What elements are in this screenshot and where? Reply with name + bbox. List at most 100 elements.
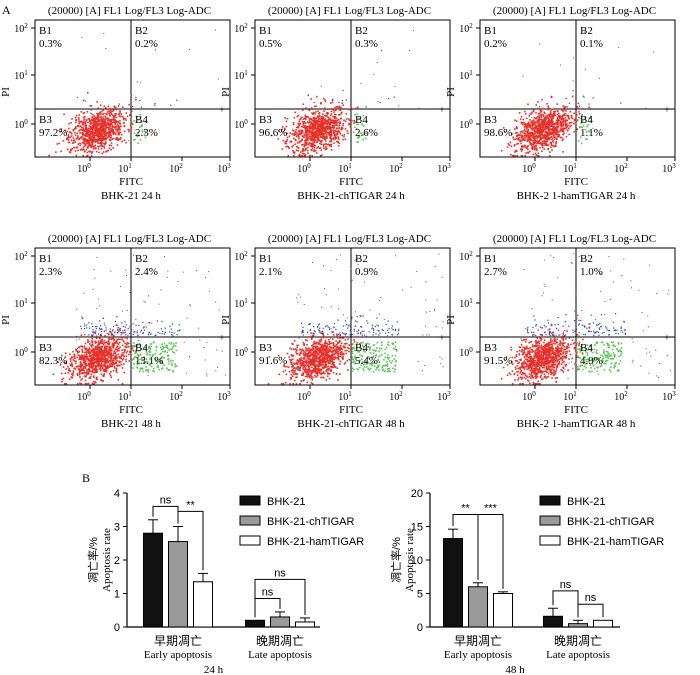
quadrant-b3-value: 91.5%: [484, 355, 512, 367]
quadrant-b4-value: 13.1%: [135, 355, 163, 367]
legend-label: BHK-21-chTIGAR: [567, 516, 654, 528]
quadrant-b2-value: 1.0%: [580, 266, 603, 278]
panel-b-label: B: [82, 471, 90, 485]
quadrant-b1-name: B1: [259, 253, 272, 265]
x-tick-label: 103: [662, 162, 676, 175]
flow-plot-title: (20000) [A] FL1 Log/FL3 Log-ADC: [268, 5, 431, 17]
flow-plot-5: (20000) [A] FL1 Log/FL3 Log-ADC +100 101 10…: [220, 233, 451, 430]
plot-caption: BHK-2 1-hamTIGAR 48 h: [517, 418, 636, 430]
plot-caption: BHK-21-chTIGAR 24 h: [297, 190, 405, 202]
significance-bracket: [254, 578, 306, 618]
legend-label: BHK-21-chTIGAR: [267, 516, 354, 528]
quadrant-b2-name: B2: [135, 253, 148, 265]
flow-cytometry-plots: (20000) [A] FL1 Log/FL3 Log-ADC +100 101 10…: [0, 5, 676, 430]
y-tick-label: 101: [459, 297, 473, 310]
legend-swatch: [539, 495, 561, 506]
x-tick-label: 102: [169, 162, 183, 175]
y-tick-label: 4: [114, 488, 120, 500]
flow-plot-frame: [34, 19, 231, 158]
quadrant-b3-value: 98.6%: [484, 127, 512, 139]
group-label-en: Late apoptosis: [546, 649, 610, 661]
quadrant-b4-name: B4: [355, 342, 368, 354]
x-axis-label: FITC: [119, 176, 143, 188]
y-axis-label: PI: [220, 87, 232, 97]
x-axis-label: FITC: [119, 404, 143, 416]
y-tick-label: 102: [234, 250, 248, 263]
x-tick-label: 103: [437, 390, 451, 403]
quadrant-b2-value: 0.2%: [135, 38, 158, 50]
bar-bhk-21-chtigar-early: [168, 541, 188, 628]
quadrant-b4-value: 1.1%: [580, 127, 603, 139]
y-tick-label: 100: [14, 118, 28, 131]
significance-bracket: [254, 598, 281, 618]
quadrant-b3-name: B3: [259, 114, 272, 126]
x-tick-label: 101: [338, 390, 352, 403]
bar-bhk-21-hamtigar-late: [295, 621, 315, 628]
quadrant-b1-value: 2.3%: [39, 266, 62, 278]
significance-bracket: [477, 513, 504, 589]
quadrant-marker: +: [219, 333, 225, 344]
flow-plot-6: (20000) [A] FL1 Log/FL3 Log-ADC +100 101 10…: [445, 233, 676, 430]
y-tick-label: 2: [114, 555, 120, 567]
x-tick-label: 102: [389, 390, 403, 403]
quadrant-b2-name: B2: [355, 25, 368, 37]
quadrant-b1-value: 0.2%: [484, 38, 507, 50]
scatter-dots: [500, 253, 671, 385]
bar-bhk-21-late: [543, 615, 563, 628]
bar-bhk-21-early: [443, 538, 463, 628]
group-label-cn: 晚期凋亡: [256, 634, 304, 648]
quadrant-marker: +: [439, 105, 445, 116]
quadrant-b4-value: 2.3%: [135, 127, 158, 139]
quadrant-b3-name: B3: [39, 114, 52, 126]
y-axis-label-cn: 凋亡率/%: [389, 537, 403, 583]
flow-plot-4: (20000) [A] FL1 Log/FL3 Log-ADC +100 101 10…: [0, 233, 231, 430]
y-tick-label: 100: [459, 346, 473, 359]
y-axis-label: PI: [445, 87, 457, 97]
x-tick-label: 100: [297, 390, 311, 403]
y-tick-label: 0: [417, 622, 423, 634]
bar-bhk-21-late: [245, 619, 265, 628]
bar-bhk-21-hamtigar-early: [493, 593, 513, 628]
panel-a-label: A: [2, 3, 11, 17]
significance-bracket: [552, 590, 579, 618]
bar-bhk-21-early: [143, 532, 163, 628]
x-axis-label: FITC: [339, 404, 363, 416]
scatter-dots: [48, 29, 219, 157]
group-label-cn: 早期凋亡: [154, 634, 202, 648]
quadrant-b2-value: 0.3%: [355, 38, 378, 50]
quadrant-b3-name: B3: [39, 342, 52, 354]
x-tick-label: 102: [169, 390, 183, 403]
quadrant-b2-name: B2: [355, 253, 368, 265]
legend-swatch: [239, 495, 261, 506]
quadrant-b4-name: B4: [135, 342, 148, 354]
y-tick-label: 101: [459, 69, 473, 82]
x-tick-label: 100: [522, 390, 536, 403]
x-tick-label: 100: [77, 162, 91, 175]
x-tick-label: 101: [118, 390, 132, 403]
chart-time-label: 48 h: [505, 664, 525, 675]
y-axis-label-en: Apoptosis rate: [404, 528, 416, 592]
x-axis-label: FITC: [339, 176, 363, 188]
scatter-dots: [271, 30, 420, 157]
significance-bracket: [177, 510, 204, 571]
quadrant-b2-value: 0.1%: [580, 38, 603, 50]
x-axis-label: FITC: [564, 176, 588, 188]
y-axis-label-en: Apoptosis rate: [101, 528, 113, 592]
x-tick-label: 100: [77, 390, 91, 403]
y-tick-label: 101: [234, 69, 248, 82]
plot-caption: BHK-21-chTIGAR 48 h: [297, 418, 405, 430]
flow-plot-3: (20000) [A] FL1 Log/FL3 Log-ADC +100 101 10…: [445, 5, 676, 202]
y-tick-label: 0: [114, 622, 120, 634]
bar-bhk-21-chtigar-early: [468, 586, 488, 628]
flow-plot-2: (20000) [A] FL1 Log/FL3 Log-ADC +100 101 10…: [220, 5, 451, 202]
x-tick-label: 100: [297, 162, 311, 175]
significance-label: ns: [274, 567, 286, 579]
quadrant-b1-name: B1: [39, 253, 52, 265]
y-axis-label: PI: [0, 87, 12, 97]
y-tick-label: 100: [14, 346, 28, 359]
group-label-cn: 早期凋亡: [454, 634, 502, 648]
significance-label: ns: [560, 579, 572, 591]
group-label-cn: 晚期凋亡: [554, 634, 602, 648]
quadrant-b1-name: B1: [39, 25, 52, 37]
